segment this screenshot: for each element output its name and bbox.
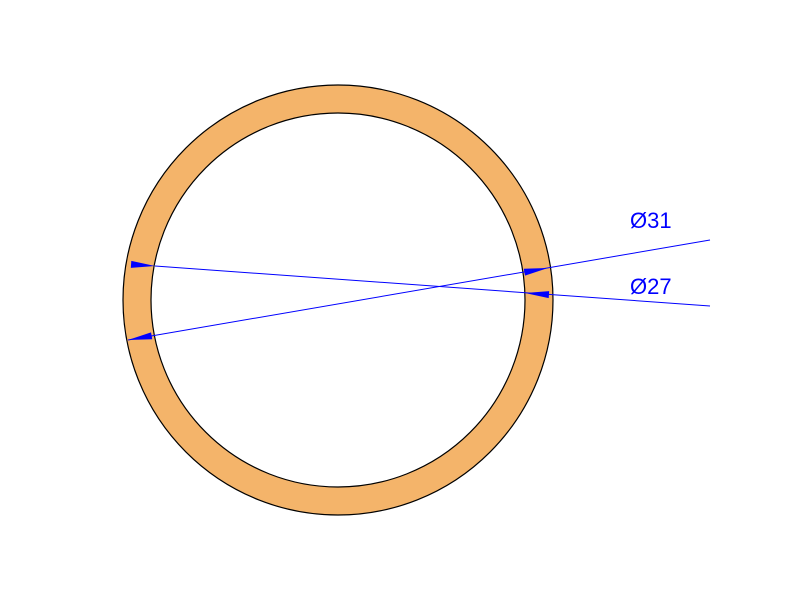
outer-diameter-leader [128, 240, 710, 340]
inner-diameter-leader [155, 266, 710, 306]
outer-diameter-label: Ø31 [630, 208, 672, 233]
ring-profile [123, 85, 553, 515]
inner-diameter-label: Ø27 [630, 274, 672, 299]
